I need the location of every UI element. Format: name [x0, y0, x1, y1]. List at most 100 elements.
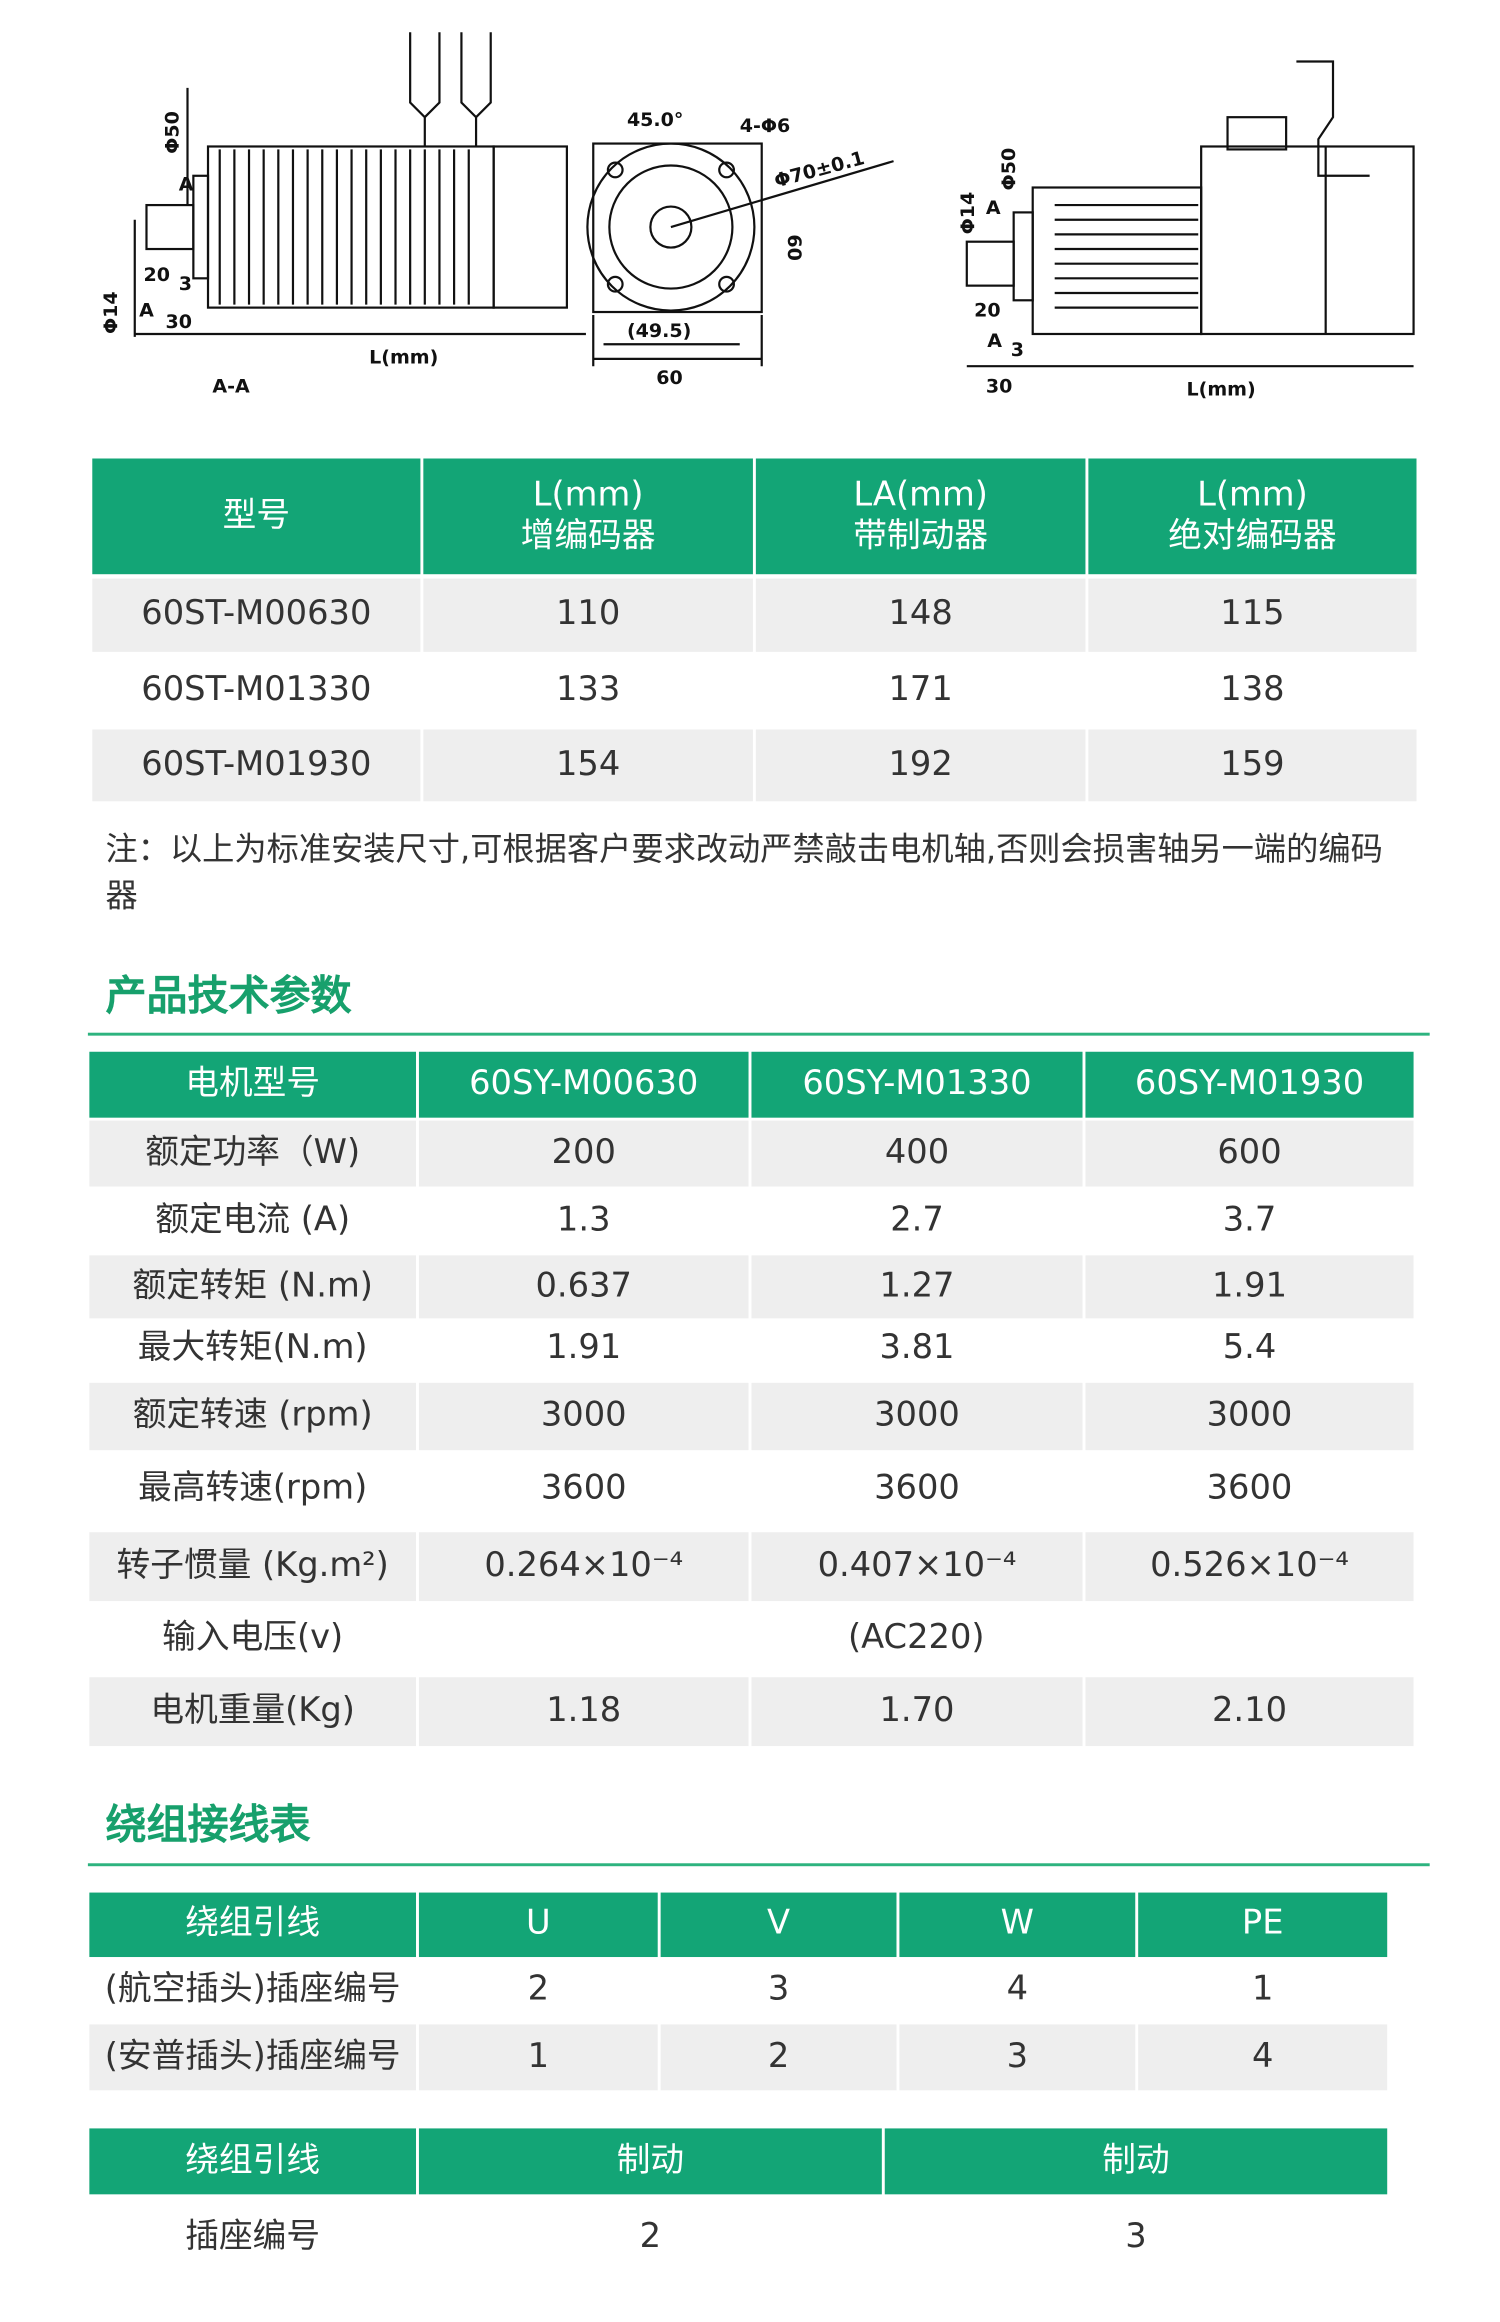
table-cell: 148	[755, 578, 1086, 652]
table-cell: 1	[418, 2024, 658, 2091]
header-cell: 绕组引线	[89, 1892, 417, 1958]
dim-label: Φ50	[162, 111, 184, 154]
table-cell: 3	[1125, 2217, 1147, 2256]
table-cell: 154	[423, 729, 753, 802]
section-title: 产品技术参数	[105, 971, 352, 1020]
header-cell: PE	[1138, 1892, 1388, 1958]
table-cell: 额定转矩 (N.m)	[89, 1255, 417, 1319]
dim-label: (49.5)	[627, 320, 691, 342]
divider	[87, 1032, 1430, 1036]
drawing: 45.0° 4-Φ6 Φ70±0.1 60 60 (49.5) L(mm) A-…	[100, 32, 1415, 401]
dim-label: A	[986, 197, 1001, 219]
table-cell: 171	[888, 670, 953, 709]
table-cell: 2	[527, 1970, 550, 2009]
table-cell: 电机重量(Kg)	[89, 1677, 417, 1747]
dim-label: A-A	[212, 376, 250, 398]
table-cell: 0.526×10⁻⁴	[1085, 1532, 1414, 1602]
header-cell: 电机型号	[89, 1051, 417, 1118]
dim-label: 30	[986, 376, 1012, 398]
dim-label: A	[139, 299, 154, 321]
dim-label: A	[987, 330, 1002, 352]
header-cell: 型号	[92, 458, 421, 575]
table-cell: 1.91	[1085, 1255, 1414, 1319]
table-cell: (AC220)	[847, 1618, 985, 1658]
table-cell: 60ST-M01930	[92, 729, 421, 802]
dim-label: 30	[166, 311, 192, 333]
table-cell: 133	[555, 670, 621, 709]
header-cell: L(mm) 增编码器	[423, 458, 753, 575]
table-cell: 额定转速 (rpm)	[89, 1382, 417, 1451]
table-cell: 1.3	[556, 1200, 611, 1239]
table-cell: 3000	[1085, 1382, 1414, 1451]
table-cell: 最高转速(rpm)	[138, 1469, 368, 1508]
table-cell: (安普插头)插座编号	[89, 2024, 417, 2091]
table-cell: 159	[1088, 729, 1417, 802]
table-cell: 3600	[874, 1469, 960, 1508]
table-cell: 400	[751, 1120, 1083, 1187]
dim-label: 3	[1011, 339, 1024, 361]
table-cell: 3.81	[879, 1328, 955, 1367]
table-cell: 192	[755, 729, 1086, 802]
table-cell: 转子惯量 (Kg.m²)	[89, 1532, 417, 1602]
dim-label: 45.0°	[627, 109, 683, 131]
table-cell: 3	[899, 2024, 1136, 2091]
table-cell: 额定功率（W)	[89, 1120, 417, 1187]
dim-label: A	[179, 173, 194, 195]
dim-label: 20	[974, 299, 1000, 321]
dim-label: 4-Φ6	[740, 115, 791, 137]
table-cell: 3000	[418, 1382, 749, 1451]
table-cell: 5.4	[1222, 1328, 1277, 1367]
table-cell: 3	[767, 1970, 790, 2009]
table-cell: 600	[1085, 1120, 1414, 1187]
dim-label: 60	[783, 234, 805, 260]
table-cell: 1.18	[418, 1677, 749, 1747]
dim-label: 60	[656, 367, 682, 389]
table-cell: 4	[1138, 2024, 1388, 2091]
table-cell: (航空插头)插座编号	[104, 1970, 401, 2009]
table-cell: 200	[418, 1120, 749, 1187]
table-cell: 115	[1088, 578, 1417, 652]
table-cell: 60ST-M01330	[141, 670, 372, 709]
table-cell: 4	[1006, 1970, 1029, 2009]
header-cell: W	[899, 1892, 1136, 1958]
header-cell: LA(mm) 带制动器	[755, 458, 1086, 575]
table-cell: 输入电压(v)	[162, 1618, 344, 1658]
header-cell: V	[660, 1892, 897, 1958]
table-cell: 0.264×10⁻⁴	[418, 1532, 749, 1602]
table-cell: 138	[1220, 670, 1285, 709]
dim-label: Φ50	[998, 148, 1020, 191]
table-cell: 3000	[751, 1382, 1083, 1451]
table-cell: 插座编号	[185, 2217, 321, 2256]
motor-right	[965, 60, 1415, 368]
note: 注：以上为标准安装尺寸,可根据客户要求改动严禁敲击电机轴,否则会损害轴另一端的编…	[105, 832, 1383, 916]
dim-label: Φ14	[100, 291, 122, 334]
dim-label: Φ70±0.1	[772, 147, 867, 192]
table-cell: 3600	[1206, 1469, 1293, 1508]
table-cell: 1	[1251, 1970, 1274, 2009]
dim-label: 3	[179, 273, 192, 295]
dim-label: L(mm)	[369, 346, 438, 368]
table-cell: 2.7	[890, 1200, 944, 1239]
dim-label: 20	[144, 264, 170, 286]
table-cell: 110	[423, 578, 753, 652]
header-cell: 制动	[418, 2128, 882, 2195]
table-cell: 3600	[540, 1469, 627, 1508]
motor-left	[133, 32, 586, 337]
header-cell: L(mm) 绝对编码器	[1088, 458, 1417, 575]
table-cell: 60ST-M00630	[92, 578, 421, 652]
section-title: 绕组接线表	[105, 1800, 311, 1849]
header-cell: 绕组引线	[89, 2128, 417, 2195]
divider	[87, 1863, 1430, 1867]
header-cell: 制动	[884, 2128, 1388, 2195]
table-cell: 0.637	[418, 1255, 749, 1319]
table-cell: 0.407×10⁻⁴	[751, 1532, 1083, 1602]
table-cell: 1.91	[546, 1328, 622, 1367]
table-cell: 2	[639, 2217, 662, 2256]
table-cell: 3.7	[1222, 1200, 1277, 1239]
table-cell: 最大转矩(N.m)	[137, 1328, 368, 1367]
header-cell: U	[418, 1892, 658, 1958]
dim-label: Φ14	[957, 192, 979, 235]
header-cell: 60SY-M01930	[1085, 1051, 1414, 1118]
table-cell: 1.27	[751, 1255, 1083, 1319]
